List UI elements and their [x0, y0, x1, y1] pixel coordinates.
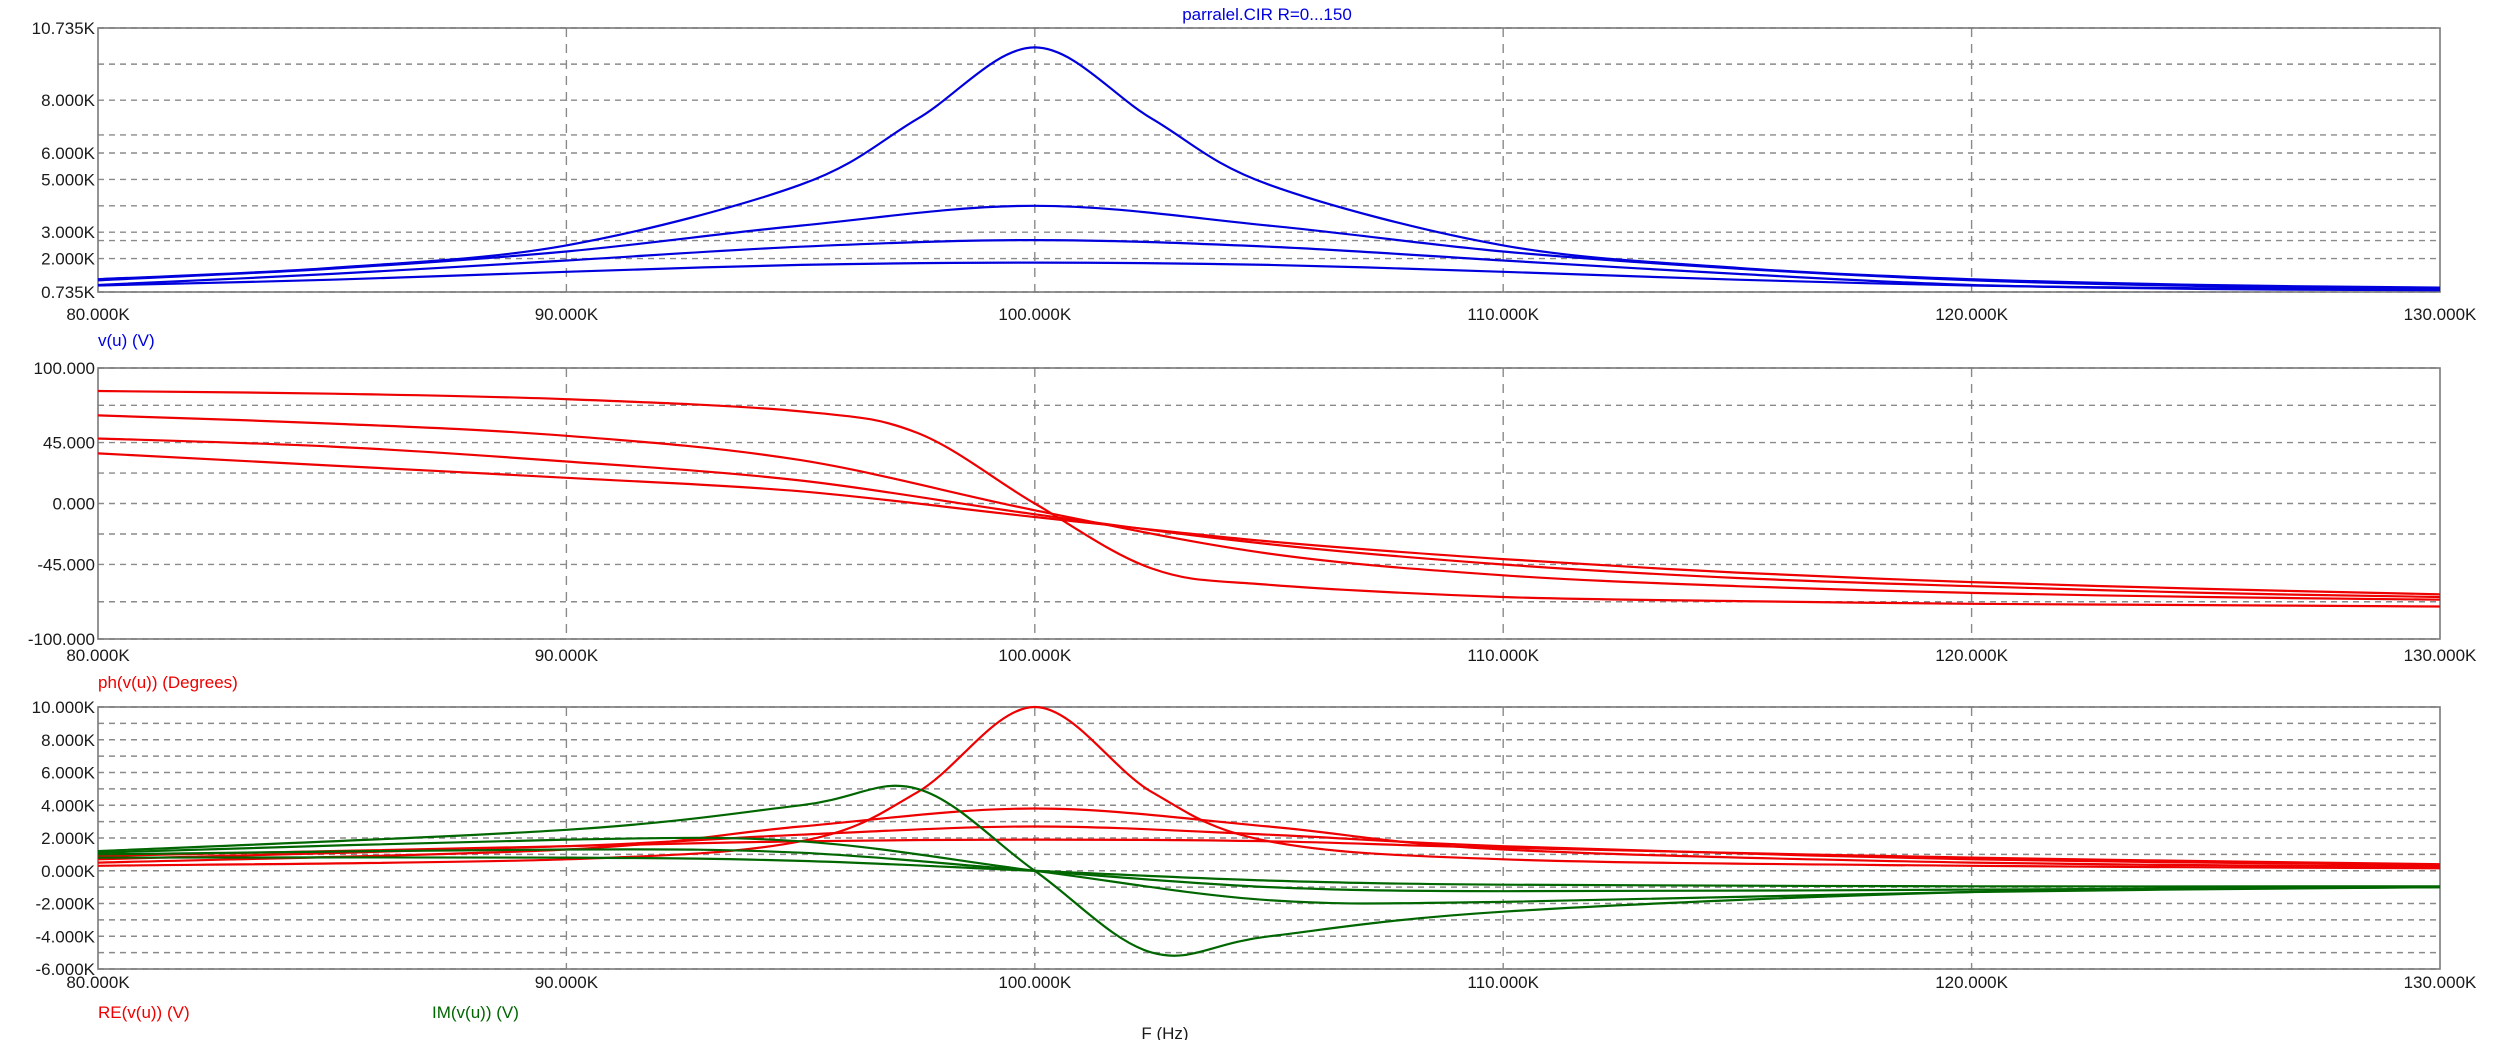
phase-series-2 — [97, 437, 2441, 599]
magnitude-y-tick-2: 6.000K — [41, 144, 96, 163]
magnitude-x-tick-4: 120.000K — [1935, 305, 2008, 324]
phase-plot-frame — [97, 367, 2441, 640]
magnitude-series-0 — [97, 46, 2441, 289]
phase-y-tick-4: -100.000 — [28, 630, 95, 649]
complex-x-tick-3: 110.000K — [1467, 973, 1539, 992]
phase-x-tick-4: 120.000K — [1935, 646, 2008, 665]
complex-x-tick-2: 100.000K — [998, 973, 1071, 992]
complex-y-tick-3: 4.000K — [41, 796, 96, 815]
magnitude-plot-frame — [97, 27, 2441, 293]
phase-y-tick-0: 100.000 — [34, 359, 95, 378]
magnitude-y-tick-1: 8.000K — [41, 91, 96, 110]
phase-panel-ylabel: ph(v(u)) (Degrees) — [98, 673, 238, 692]
phase-series-0 — [97, 389, 2441, 608]
complex-y-tick-2: 6.000K — [41, 764, 96, 783]
phase-series-3 — [97, 452, 2441, 596]
complex-y-tick-7: -4.000K — [35, 927, 95, 946]
magnitude-x-tick-0: 80.000K — [66, 305, 130, 324]
x-axis-label: F (Hz) — [1141, 1024, 1188, 1040]
magnitude-y-tick-5: 2.000K — [41, 250, 96, 269]
legend-re: RE(v(u)) (V) — [98, 1003, 190, 1022]
complex-y-tick-4: 2.000K — [41, 829, 96, 848]
magnitude-x-tick-5: 130.000K — [2404, 305, 2477, 324]
magnitude-x-tick-1: 90.000K — [535, 305, 599, 324]
magnitude-y-tick-0: 10.735K — [32, 19, 96, 38]
legend-im: IM(v(u)) (V) — [432, 1003, 519, 1022]
complex-series-3 — [97, 838, 2441, 866]
complex-y-tick-0: 10.000K — [32, 698, 96, 717]
complex-y-tick-8: -6.000K — [35, 960, 95, 979]
complex-y-tick-6: -2.000K — [35, 895, 95, 914]
complex-series-7 — [97, 856, 2441, 888]
complex-series-6 — [97, 848, 2441, 893]
complex-x-tick-5: 130.000K — [2404, 973, 2477, 992]
complex-plot-frame — [97, 706, 2441, 970]
complex-y-tick-5: 0.000K — [41, 862, 96, 881]
phase-y-tick-1: 45.000 — [43, 434, 95, 453]
top-panel-ylabel: v(u) (V) — [98, 331, 155, 350]
phase-x-tick-0: 80.000K — [66, 646, 130, 665]
magnitude-y-tick-3: 5.000K — [41, 170, 96, 189]
phase-x-tick-3: 110.000K — [1467, 646, 1539, 665]
magnitude-series-3 — [97, 261, 2441, 292]
chart-title: parralel.CIR R=0...150 — [1182, 5, 1352, 24]
complex-x-tick-4: 120.000K — [1935, 973, 2008, 992]
magnitude-y-tick-4: 3.000K — [41, 223, 96, 242]
phase-x-tick-1: 90.000K — [535, 646, 599, 665]
complex-series-5 — [97, 836, 2441, 905]
complex-x-tick-1: 90.000K — [535, 973, 599, 992]
phase-x-tick-2: 100.000K — [998, 646, 1071, 665]
phase-series-1 — [97, 414, 2441, 601]
magnitude-x-tick-3: 110.000K — [1467, 305, 1539, 324]
complex-series-0 — [97, 705, 2441, 870]
complex-x-tick-0: 80.000K — [66, 973, 130, 992]
complex-y-tick-1: 8.000K — [41, 731, 96, 750]
magnitude-series-1 — [97, 204, 2441, 291]
magnitude-x-tick-2: 100.000K — [998, 305, 1071, 324]
magnitude-y-tick-6: 0.735K — [41, 283, 96, 302]
phase-x-tick-5: 130.000K — [2404, 646, 2477, 665]
phase-y-tick-2: 0.000 — [52, 495, 95, 514]
phase-y-tick-3: -45.000 — [37, 555, 95, 574]
